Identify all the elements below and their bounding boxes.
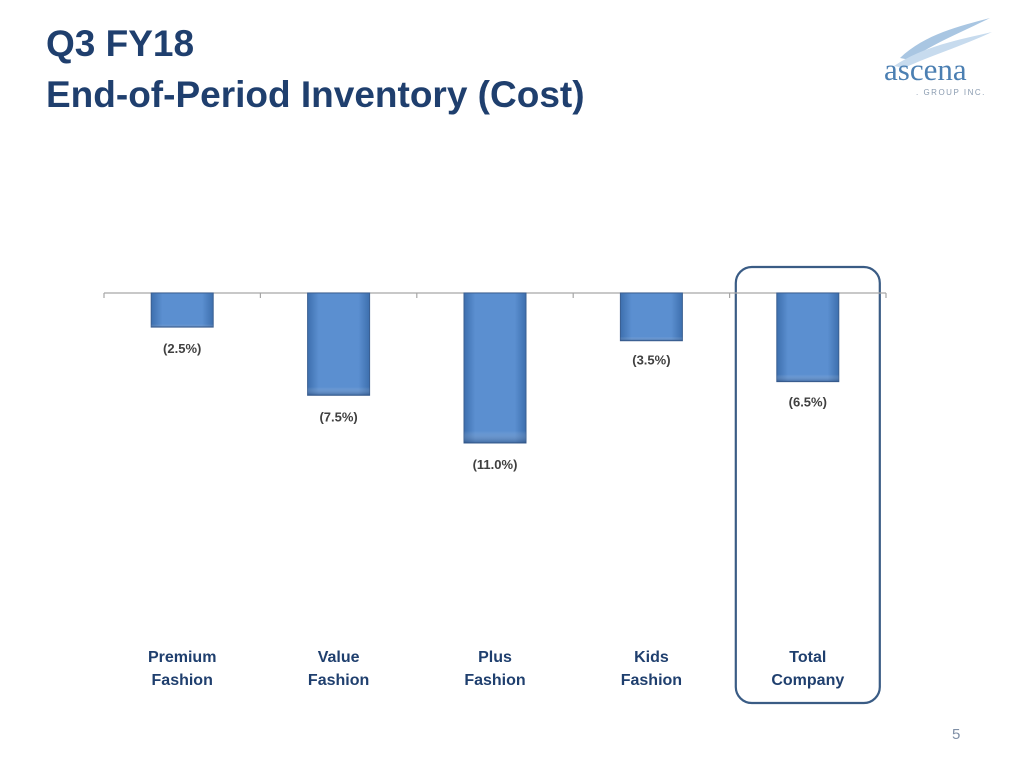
page-number: 5 [952,726,961,743]
data-label: (6.5%) [789,395,827,410]
bar-shade [151,293,214,328]
category-label: Plus [478,649,512,666]
bar-shade [620,293,683,341]
bar-shade [776,293,839,382]
logo-wordmark: ascena [884,52,967,87]
swoosh-icon [894,18,992,68]
category-label: Fashion [152,672,213,689]
data-label: (2.5%) [163,341,201,356]
category-label: Fashion [464,672,525,689]
category-label: Value [318,649,360,666]
category-label: Kids [634,649,669,666]
category-label: Fashion [308,672,369,689]
category-label: Premium [148,649,216,666]
category-label: Fashion [621,672,682,689]
category-label: Total [789,649,826,666]
slide-title: Q3 FY18 End-of-Period Inventory (Cost) [46,18,585,120]
category-label: Company [771,672,844,689]
bar-shade [464,293,526,443]
logo-subtitle: . GROUP INC. [916,88,986,97]
data-label: (3.5%) [632,353,670,368]
title-line-1: Q3 FY18 [46,23,195,64]
bar-shade [307,293,370,396]
data-label: (11.0%) [473,457,518,472]
highlight-box [734,265,881,705]
title-line-2: End-of-Period Inventory (Cost) [46,74,585,115]
data-label: (7.5%) [319,409,357,424]
